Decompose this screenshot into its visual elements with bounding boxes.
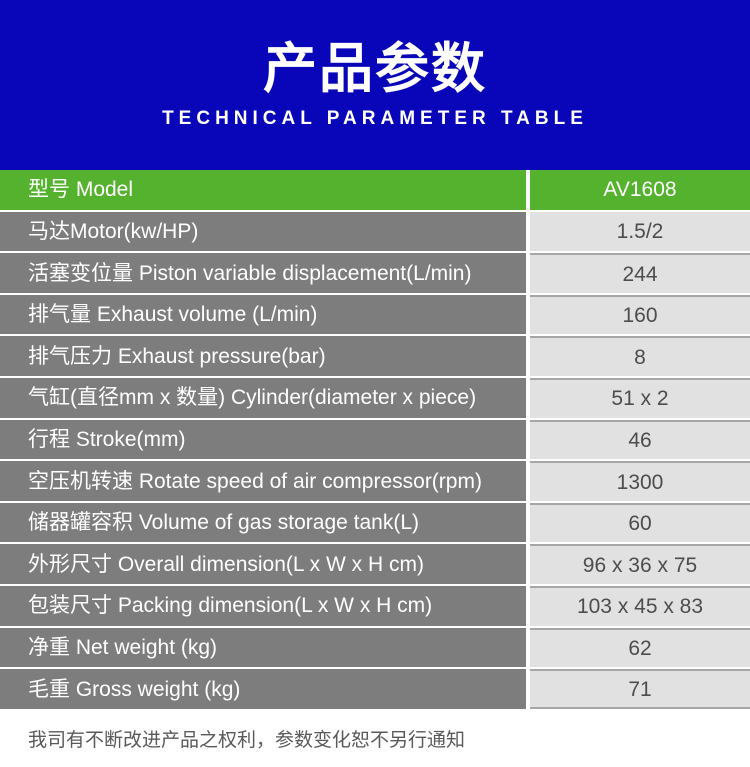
row-label: 型号 Model bbox=[0, 170, 526, 210]
row-value: 8 bbox=[530, 336, 750, 377]
page-title: 产品参数 bbox=[263, 39, 487, 99]
table-row: 排气量 Exhaust volume (L/min) 160 bbox=[0, 294, 750, 335]
table-row: 排气压力 Exhaust pressure(bar) 8 bbox=[0, 336, 750, 377]
disclaimer-note: 我司有不断改进产品之权利，参数变化恕不另行通知 bbox=[28, 729, 466, 751]
row-label: 排气量 Exhaust volume (L/min) bbox=[0, 294, 526, 335]
row-value: 60 bbox=[530, 502, 750, 543]
header-banner: 产品参数 TECHNICAL PARAMETER TABLE bbox=[0, 0, 750, 170]
row-value: 1.5/2 bbox=[530, 211, 750, 252]
row-label: 排气压力 Exhaust pressure(bar) bbox=[0, 336, 526, 377]
table-row: 行程 Stroke(mm) 46 bbox=[0, 419, 750, 460]
parameter-table: 型号 Model AV1608 马达Motor(kw/HP) 1.5/2 活塞变位量 P… bbox=[0, 170, 750, 709]
row-value: 96 x 36 x 75 bbox=[530, 544, 750, 585]
row-label: 储器罐容积 Volume of gas storage tank(L) bbox=[0, 502, 526, 543]
row-value: 62 bbox=[530, 627, 750, 668]
table-row: 净重 Net weight (kg) 62 bbox=[0, 627, 750, 668]
row-value: AV1608 bbox=[530, 170, 750, 210]
table-row: 马达Motor(kw/HP) 1.5/2 bbox=[0, 211, 750, 252]
row-label: 毛重 Gross weight (kg) bbox=[0, 669, 526, 709]
row-value: 71 bbox=[530, 669, 750, 709]
table-row: 型号 Model AV1608 bbox=[0, 170, 750, 210]
table-row: 毛重 Gross weight (kg) 71 bbox=[0, 669, 750, 709]
row-value: 244 bbox=[530, 253, 750, 293]
table-row: 储器罐容积 Volume of gas storage tank(L) 60 bbox=[0, 502, 750, 543]
row-label: 净重 Net weight (kg) bbox=[0, 627, 526, 668]
table-row: 活塞变位量 Piston variable displacement(L/min… bbox=[0, 253, 750, 293]
row-value: 103 x 45 x 83 bbox=[530, 586, 750, 626]
footer: 我司有不断改进产品之权利，参数变化恕不另行通知 bbox=[0, 709, 750, 767]
row-label: 行程 Stroke(mm) bbox=[0, 419, 526, 460]
row-label: 马达Motor(kw/HP) bbox=[0, 211, 526, 252]
row-label: 活塞变位量 Piston variable displacement(L/min… bbox=[0, 253, 526, 293]
table-row: 外形尺寸 Overall dimension(L x W x H cm) 96 x… bbox=[0, 544, 750, 585]
table-row: 包装尺寸 Packing dimension(L x W x H cm) 103 … bbox=[0, 586, 750, 626]
row-label: 包装尺寸 Packing dimension(L x W x H cm) bbox=[0, 586, 526, 626]
row-value: 46 bbox=[530, 419, 750, 460]
row-value: 51 x 2 bbox=[530, 378, 750, 418]
row-label: 外形尺寸 Overall dimension(L x W x H cm) bbox=[0, 544, 526, 585]
row-label: 空压机转速 Rotate speed of air compressor(rpm… bbox=[0, 461, 526, 501]
row-value: 160 bbox=[530, 294, 750, 335]
table-row: 气缸(直径mm x 数量) Cylinder(diameter x piece)… bbox=[0, 378, 750, 418]
table-row: 空压机转速 Rotate speed of air compressor(rpm… bbox=[0, 461, 750, 501]
row-label: 气缸(直径mm x 数量) Cylinder(diameter x piece) bbox=[0, 378, 526, 418]
page-subtitle: TECHNICAL PARAMETER TABLE bbox=[162, 108, 588, 129]
row-value: 1300 bbox=[530, 461, 750, 501]
